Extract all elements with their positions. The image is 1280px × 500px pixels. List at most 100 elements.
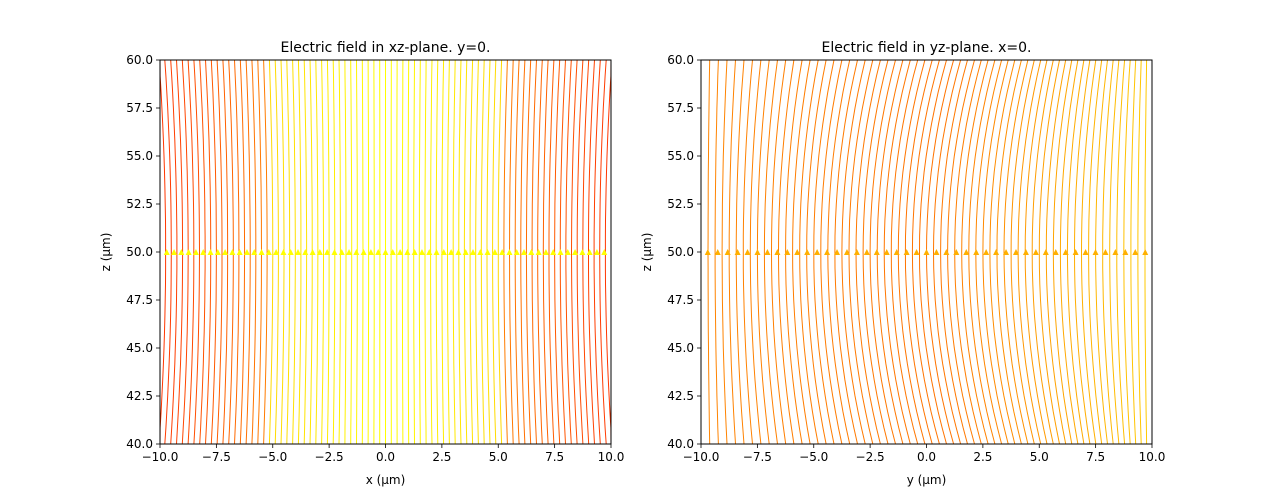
- streamline-arrow: [764, 249, 771, 255]
- streamline: [1102, 59, 1114, 445]
- streamline-arrow: [754, 249, 761, 255]
- streamline: [1052, 59, 1073, 445]
- streamline: [245, 59, 251, 445]
- streamline-arrow: [346, 249, 353, 255]
- x-tick-label: 7.5: [1086, 450, 1105, 464]
- streamline-arrow: [236, 249, 243, 255]
- streamline: [813, 59, 835, 445]
- streamline-arrow: [397, 249, 404, 255]
- streamline: [911, 59, 940, 445]
- streamline-arrow: [913, 249, 920, 255]
- streamline: [292, 59, 296, 445]
- x-ticks: −10.0 −7.5 −5.0 −2.5 0.0 2.5 5.0 7.5 10.0: [142, 444, 624, 464]
- streamline: [1031, 59, 1054, 445]
- y-ticks: 40.0 42.5 45.0 47.5 50.0 52.5 55.0 57.5 60.0: [667, 53, 701, 451]
- streamline: [799, 59, 819, 445]
- streamline: [940, 59, 968, 445]
- streamline-arrow: [192, 249, 199, 255]
- streamline-arrow: [309, 249, 316, 255]
- streamline: [820, 59, 843, 445]
- streamline-arrow: [963, 249, 970, 255]
- streamline-arrow: [360, 249, 367, 255]
- streamline-arrow: [455, 249, 462, 255]
- x-tick-label: 2.5: [973, 450, 992, 464]
- streamline-arrow: [933, 249, 940, 255]
- streamline: [593, 59, 601, 445]
- streamline-arrow: [207, 249, 214, 255]
- streamline-arrow: [1132, 249, 1139, 255]
- streamline-arrow: [1052, 249, 1059, 255]
- streamline-arrow: [331, 249, 338, 255]
- streamline: [274, 59, 279, 445]
- x-axis-label: x (μm): [366, 473, 406, 487]
- streamline: [576, 59, 584, 445]
- y-tick-label: 55.0: [667, 149, 694, 163]
- streamline: [418, 59, 421, 445]
- streamline-arrow: [744, 249, 751, 255]
- streamline-arrow: [834, 249, 841, 255]
- y-tick-label: 50.0: [667, 245, 694, 259]
- streamline: [599, 59, 607, 445]
- streamline: [570, 59, 578, 445]
- streamline-arrow: [411, 249, 418, 255]
- streamline-arrow: [185, 249, 192, 255]
- streamline: [721, 59, 728, 445]
- streamline: [170, 59, 178, 445]
- y-tick-label: 55.0: [126, 149, 153, 163]
- streamline: [785, 59, 803, 445]
- y-tick-label: 47.5: [126, 293, 153, 307]
- streamline-arrow: [222, 249, 229, 255]
- streamline-arrow: [535, 249, 542, 255]
- streamline: [565, 59, 572, 445]
- streamline: [890, 59, 919, 445]
- streamline: [475, 59, 479, 445]
- x-tick-label: 2.5: [432, 450, 451, 464]
- streamline-arrow: [426, 249, 433, 255]
- streamline: [883, 59, 911, 445]
- streamline: [164, 59, 172, 445]
- streamline-arrow: [814, 249, 821, 255]
- streamline-arrow: [477, 249, 484, 255]
- x-tick-label: −7.5: [743, 450, 772, 464]
- streamline-arrow: [243, 249, 250, 255]
- streamline-arrow: [550, 249, 557, 255]
- streamline: [982, 59, 1009, 445]
- streamline: [841, 59, 866, 445]
- streamline: [222, 59, 229, 445]
- streamline: [1010, 59, 1035, 445]
- x-tick-label: −7.5: [202, 450, 231, 464]
- streamline: [193, 59, 201, 445]
- streamline-arrow: [804, 249, 811, 255]
- streamline: [1109, 59, 1120, 445]
- streamline: [1066, 59, 1085, 445]
- x-tick-label: 0.0: [376, 450, 395, 464]
- streamline: [452, 59, 456, 445]
- streamline: [749, 59, 762, 445]
- x-tick-label: 0.0: [917, 450, 936, 464]
- streamline: [728, 59, 736, 445]
- streamline-arrow: [993, 249, 1000, 255]
- streamline-arrow: [853, 249, 860, 255]
- x-tick-label: −2.5: [856, 450, 885, 464]
- streamline-arrow: [338, 249, 345, 255]
- streamline-arrow: [1072, 249, 1079, 255]
- y-axis-label: z (μm): [640, 233, 654, 272]
- streamline: [918, 59, 947, 445]
- streamline-arrow: [404, 249, 411, 255]
- streamline-arrow: [200, 249, 207, 255]
- streamline-arrow: [353, 249, 360, 255]
- streamline-arrow: [1003, 249, 1010, 255]
- streamline-arrow: [572, 249, 579, 255]
- streamline-arrow: [440, 249, 447, 255]
- streamline-arrow: [843, 249, 850, 255]
- streamline-arrow: [734, 249, 741, 255]
- streamline: [542, 59, 549, 445]
- streamline: [441, 59, 445, 445]
- y-tick-label: 42.5: [126, 389, 153, 403]
- streamline-arrow: [557, 249, 564, 255]
- y-tick-label: 57.5: [667, 101, 694, 115]
- streamline-arrow: [903, 249, 910, 255]
- streamline-arrow: [724, 249, 731, 255]
- streamline-arrow: [499, 249, 506, 255]
- x-tick-label: −10.0: [142, 450, 179, 464]
